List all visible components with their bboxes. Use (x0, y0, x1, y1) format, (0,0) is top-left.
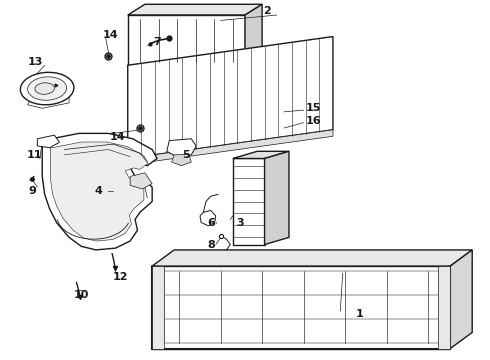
Polygon shape (152, 250, 472, 266)
Text: 14: 14 (103, 30, 119, 40)
Polygon shape (167, 139, 196, 157)
Polygon shape (245, 4, 262, 65)
Text: 4: 4 (95, 186, 102, 196)
Text: 6: 6 (207, 218, 215, 228)
Polygon shape (128, 4, 262, 15)
Text: 11: 11 (27, 150, 43, 160)
Text: 7: 7 (153, 37, 161, 47)
Text: 12: 12 (113, 272, 128, 282)
Polygon shape (128, 37, 333, 158)
Polygon shape (152, 266, 164, 348)
Polygon shape (233, 151, 289, 158)
Ellipse shape (27, 77, 67, 100)
Polygon shape (172, 154, 191, 166)
Polygon shape (128, 15, 245, 65)
Text: 14: 14 (110, 132, 126, 142)
Ellipse shape (20, 72, 74, 105)
Text: 9: 9 (28, 186, 36, 196)
Polygon shape (450, 250, 472, 348)
Polygon shape (265, 151, 289, 244)
Polygon shape (438, 266, 450, 348)
Polygon shape (42, 134, 157, 250)
Text: 1: 1 (356, 310, 364, 319)
Polygon shape (130, 173, 152, 189)
Polygon shape (50, 142, 148, 241)
Text: 10: 10 (74, 290, 89, 300)
Polygon shape (152, 266, 450, 348)
Ellipse shape (35, 83, 54, 94)
Text: 8: 8 (207, 239, 215, 249)
Polygon shape (233, 158, 265, 244)
Text: 13: 13 (27, 57, 43, 67)
Polygon shape (37, 135, 59, 148)
Text: 5: 5 (183, 150, 190, 160)
Text: 3: 3 (236, 218, 244, 228)
Text: 16: 16 (306, 116, 321, 126)
Text: 15: 15 (306, 103, 321, 113)
Polygon shape (128, 130, 333, 165)
Polygon shape (27, 94, 69, 108)
Text: 2: 2 (263, 6, 271, 17)
